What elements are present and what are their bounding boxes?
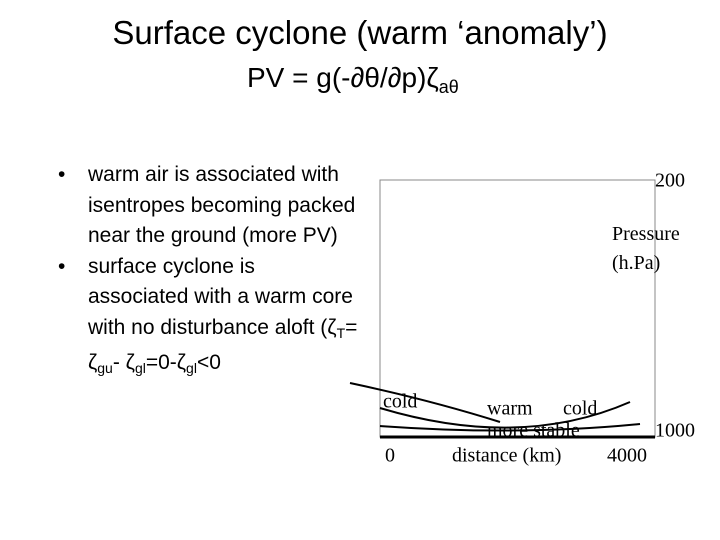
warm-label: warm — [487, 398, 533, 420]
isentrope — [349, 382, 501, 423]
isentrope — [379, 401, 631, 429]
bullet: warm air is associated with isentropes b… — [58, 160, 358, 252]
x-start: 0 — [385, 445, 395, 467]
bullet-text: =0-ζ — [145, 351, 187, 374]
bullet-text: surface cyclone is associated with a war… — [88, 254, 353, 339]
subscript: T — [336, 324, 346, 341]
subscript: gl — [186, 360, 197, 376]
x-label: distance (km) — [452, 445, 561, 467]
stable-label: more stable — [487, 420, 580, 442]
bullet-text: - ζ — [112, 351, 135, 374]
isentrope — [379, 423, 641, 432]
axis-label: Pressure (h.Pa) — [612, 223, 680, 274]
bullet-list: warm air is associated with isentropes b… — [58, 160, 358, 384]
bullet-text: warm air is associated with isentropes b… — [88, 163, 356, 247]
formula: PV = g(-∂θ/∂p)ζaθ — [247, 62, 459, 98]
title: Surface cyclone (warm ‘anomaly’) — [112, 14, 608, 51]
bottom-pressure: 1000 — [655, 420, 695, 442]
bullet-text: = ζ — [88, 315, 358, 375]
bullet: surface cyclone is associated with a war… — [58, 252, 358, 384]
formula-main: PV = g(-∂θ/∂p)ζ — [247, 62, 439, 93]
x-end: 4000 — [607, 445, 647, 467]
cold-label: cold — [563, 398, 597, 420]
formula-sub: aθ — [438, 77, 459, 97]
bullet-text: <0 — [196, 351, 221, 374]
top-pressure: 200 — [655, 170, 685, 192]
cold-label: cold — [383, 391, 417, 413]
subscript: gu — [97, 360, 113, 376]
subscript: gl — [134, 360, 146, 376]
